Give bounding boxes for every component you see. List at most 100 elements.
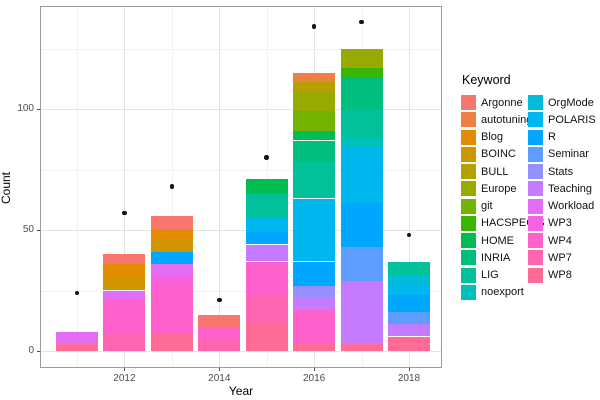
bar-segment-bull (293, 82, 336, 93)
legend-label: WP3 (548, 217, 572, 230)
grid-line-minor-horizontal (41, 169, 441, 171)
legend-swatch-seminar (528, 146, 543, 162)
y-axis-tick (37, 109, 40, 110)
y-tick-label: 100 (17, 103, 34, 114)
bar-segment-hacspecis (340, 67, 383, 78)
bar-segment-wp8 (245, 324, 288, 351)
observation-dot (74, 290, 80, 296)
legend-swatch-noexport (461, 284, 476, 300)
bar-segment-git (293, 111, 336, 131)
y-tick-label: 50 (22, 224, 34, 235)
bar-segment-teaching (245, 244, 288, 262)
legend-item-git: git (461, 198, 545, 215)
bar-segment-argonne (198, 314, 241, 327)
legend-swatch-wp4 (528, 233, 543, 249)
legend-label: R (548, 131, 556, 144)
bar-segment-wp3 (150, 276, 193, 284)
bar-segment-noexport (340, 138, 383, 148)
bar-segment-polaris (245, 217, 288, 233)
legend-label: BULL (481, 165, 509, 178)
bar-segment-wp4 (103, 300, 146, 335)
observation-dot (406, 232, 412, 238)
legend-label: Workload (548, 200, 595, 213)
legend-title: Keyword (462, 73, 511, 87)
grid-line-major-vertical (219, 7, 221, 367)
x-axis-tick (219, 368, 221, 371)
legend-item-boinc: BOINC (461, 146, 545, 163)
bar-segment-r (150, 251, 193, 264)
bar-segment-lig (293, 162, 336, 199)
legend-swatch-wp8 (528, 267, 543, 283)
bar-segment-lig (340, 109, 383, 138)
bar-segment-autotuning (293, 72, 336, 83)
legend: Keyword Argonne autotuning Blog BOINC BULL Eu… (461, 73, 596, 300)
legend-item-stats: Stats (528, 163, 596, 180)
bar-segment-polaris (388, 285, 430, 296)
legend-label: autotuning (481, 113, 533, 126)
legend-label: Europe (481, 182, 517, 195)
grid-line-minor-horizontal (41, 48, 441, 50)
legend-label: noexport (481, 286, 524, 299)
legend-item-wp3: WP3 (528, 215, 596, 232)
bar-segment-blog (103, 263, 146, 279)
legend-label: POLARIS (548, 113, 596, 126)
grid-line-major-vertical (124, 7, 126, 367)
legend-item-wp4: WP4 (528, 232, 596, 249)
bar-segment-orgmode (388, 276, 430, 286)
y-axis-title: Count (0, 171, 13, 205)
legend-item-r: R (528, 129, 596, 146)
bar-segment-r (388, 295, 430, 313)
bar-segment-wp8 (340, 343, 383, 351)
x-axis-tick (314, 368, 316, 371)
observation-dot (217, 297, 222, 303)
legend-item-polaris: POLARIS (528, 111, 596, 128)
bar-segment-wp8 (150, 334, 193, 351)
legend-item-workload: Workload (528, 198, 596, 215)
bar-segment-teaching (340, 280, 383, 344)
legend-label: WP7 (548, 251, 572, 264)
observation-dot (169, 184, 175, 189)
legend-item-bull: BULL (461, 163, 545, 180)
legend-swatch-argonne (461, 95, 476, 111)
legend-label: WP4 (548, 234, 572, 247)
bar-segment-workload (56, 331, 98, 344)
bar-segment-teaching (388, 324, 430, 337)
bar-segment-europe (293, 92, 336, 112)
bar-segment-r (293, 261, 336, 286)
bar-segment-seminar (388, 312, 430, 325)
legend-label: INRIA (481, 251, 511, 264)
bar-segment-inria (293, 140, 336, 163)
legend-item-teaching: Teaching (528, 180, 596, 197)
x-tick-label: 2018 (397, 373, 421, 384)
bar-segment-workload (103, 290, 146, 301)
bar-segment-home (245, 179, 288, 194)
bar-segment-stats (293, 285, 336, 298)
legend-item-noexport: noexport (461, 284, 545, 301)
x-axis-tick (124, 368, 126, 371)
bar-segment-argonne (103, 254, 146, 264)
bar-segment-wp8 (56, 343, 98, 351)
legend-swatch-blog (461, 129, 476, 145)
grid-line-major-horizontal (41, 351, 441, 352)
bar-segment-wp4 (245, 261, 288, 296)
legend-swatch-home (461, 233, 476, 249)
legend-swatch-europe (461, 181, 476, 197)
bar-segment-home (293, 130, 336, 141)
legend-item-europe: Europe (461, 180, 545, 197)
bar-segment-lig (388, 261, 430, 276)
bar-segment-wp4 (198, 326, 241, 339)
legend-label: HOME (481, 234, 514, 247)
x-tick-label: 2016 (302, 373, 326, 384)
legend-swatch-orgmode (528, 95, 543, 111)
legend-label: git (481, 200, 493, 213)
bar-segment-blog (150, 230, 193, 240)
bar-segment-workload (150, 263, 193, 276)
legend-item-argonne: Argonne (461, 94, 545, 111)
y-tick-label: 0 (28, 345, 34, 356)
bar-segment-wp4 (293, 309, 336, 344)
grid-line-minor-vertical (77, 7, 78, 367)
y-axis-tick (37, 230, 40, 231)
grid-line-minor-horizontal (41, 290, 441, 292)
bar-segment-wp7 (198, 338, 241, 351)
